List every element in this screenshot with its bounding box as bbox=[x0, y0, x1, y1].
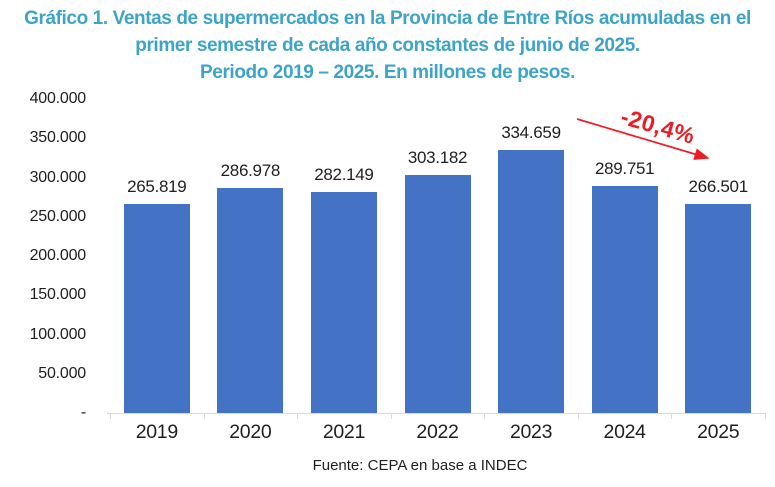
x-axis-label-2023: 2023 bbox=[509, 421, 553, 443]
y-axis-tick-label: 100.000 bbox=[29, 325, 87, 343]
x-axis-label-2024: 2024 bbox=[603, 421, 646, 443]
y-axis-tick-label: 50.000 bbox=[38, 364, 86, 382]
bar-2022 bbox=[404, 175, 471, 413]
bar-2024 bbox=[591, 185, 658, 413]
y-axis-tick-label: 350.000 bbox=[29, 129, 87, 147]
bar-2019 bbox=[123, 204, 190, 413]
bar-value-label: 334.659 bbox=[501, 123, 561, 143]
x-axis-label-2020: 2020 bbox=[229, 421, 272, 443]
x-axis-label-2019: 2019 bbox=[135, 421, 178, 443]
y-axis-tick-label: 400.000 bbox=[29, 90, 87, 107]
y-axis-tick-label: 200.000 bbox=[29, 247, 87, 264]
y-axis-tick-label: 250.000 bbox=[29, 207, 87, 225]
x-axis-tick bbox=[203, 414, 205, 419]
x-axis-label-2021: 2021 bbox=[322, 421, 366, 443]
bar-value-label: 289.751 bbox=[594, 158, 655, 178]
y-axis-tick-label: 300.000 bbox=[29, 168, 87, 186]
bar-2021 bbox=[310, 191, 377, 413]
x-axis-label-2025: 2025 bbox=[697, 421, 740, 443]
bar-2025 bbox=[685, 203, 752, 413]
x-axis-label-2022: 2022 bbox=[416, 421, 459, 443]
x-axis-tick bbox=[390, 414, 392, 419]
x-axis-tick bbox=[110, 414, 111, 419]
y-axis-tick-label: - bbox=[80, 404, 86, 421]
x-axis-tick bbox=[765, 414, 766, 419]
x-axis-tick bbox=[484, 414, 486, 419]
chart-title-line-1: Gráfico 1. Ventas de supermercados en la… bbox=[24, 8, 751, 29]
decline-annotation: -20,4% bbox=[617, 103, 699, 149]
bar-value-label: 266.501 bbox=[688, 176, 749, 196]
bar-value-label: 286.978 bbox=[220, 160, 281, 180]
x-axis-line bbox=[107, 413, 766, 414]
y-axis-tick-label: 150.000 bbox=[29, 286, 87, 304]
bar-value-label: 303.182 bbox=[407, 148, 468, 167]
x-axis-tick bbox=[671, 414, 673, 419]
bar-2020 bbox=[217, 187, 284, 413]
chart-title-line-2: primer semestre de cada año constantes d… bbox=[135, 35, 640, 56]
x-axis-tick bbox=[577, 414, 579, 419]
source-note: Fuente: CEPA en base a INDEC bbox=[312, 457, 528, 474]
bar-value-label: 265.819 bbox=[127, 177, 187, 197]
chart-title-line-3: Periodo 2019 – 2025. En millones de peso… bbox=[200, 62, 575, 83]
chart-title: Gráfico 1. Ventas de supermercados en la… bbox=[0, 5, 775, 86]
x-axis-tick bbox=[297, 414, 299, 419]
bar-value-label: 282.149 bbox=[314, 164, 374, 184]
bar-2023 bbox=[498, 150, 565, 413]
